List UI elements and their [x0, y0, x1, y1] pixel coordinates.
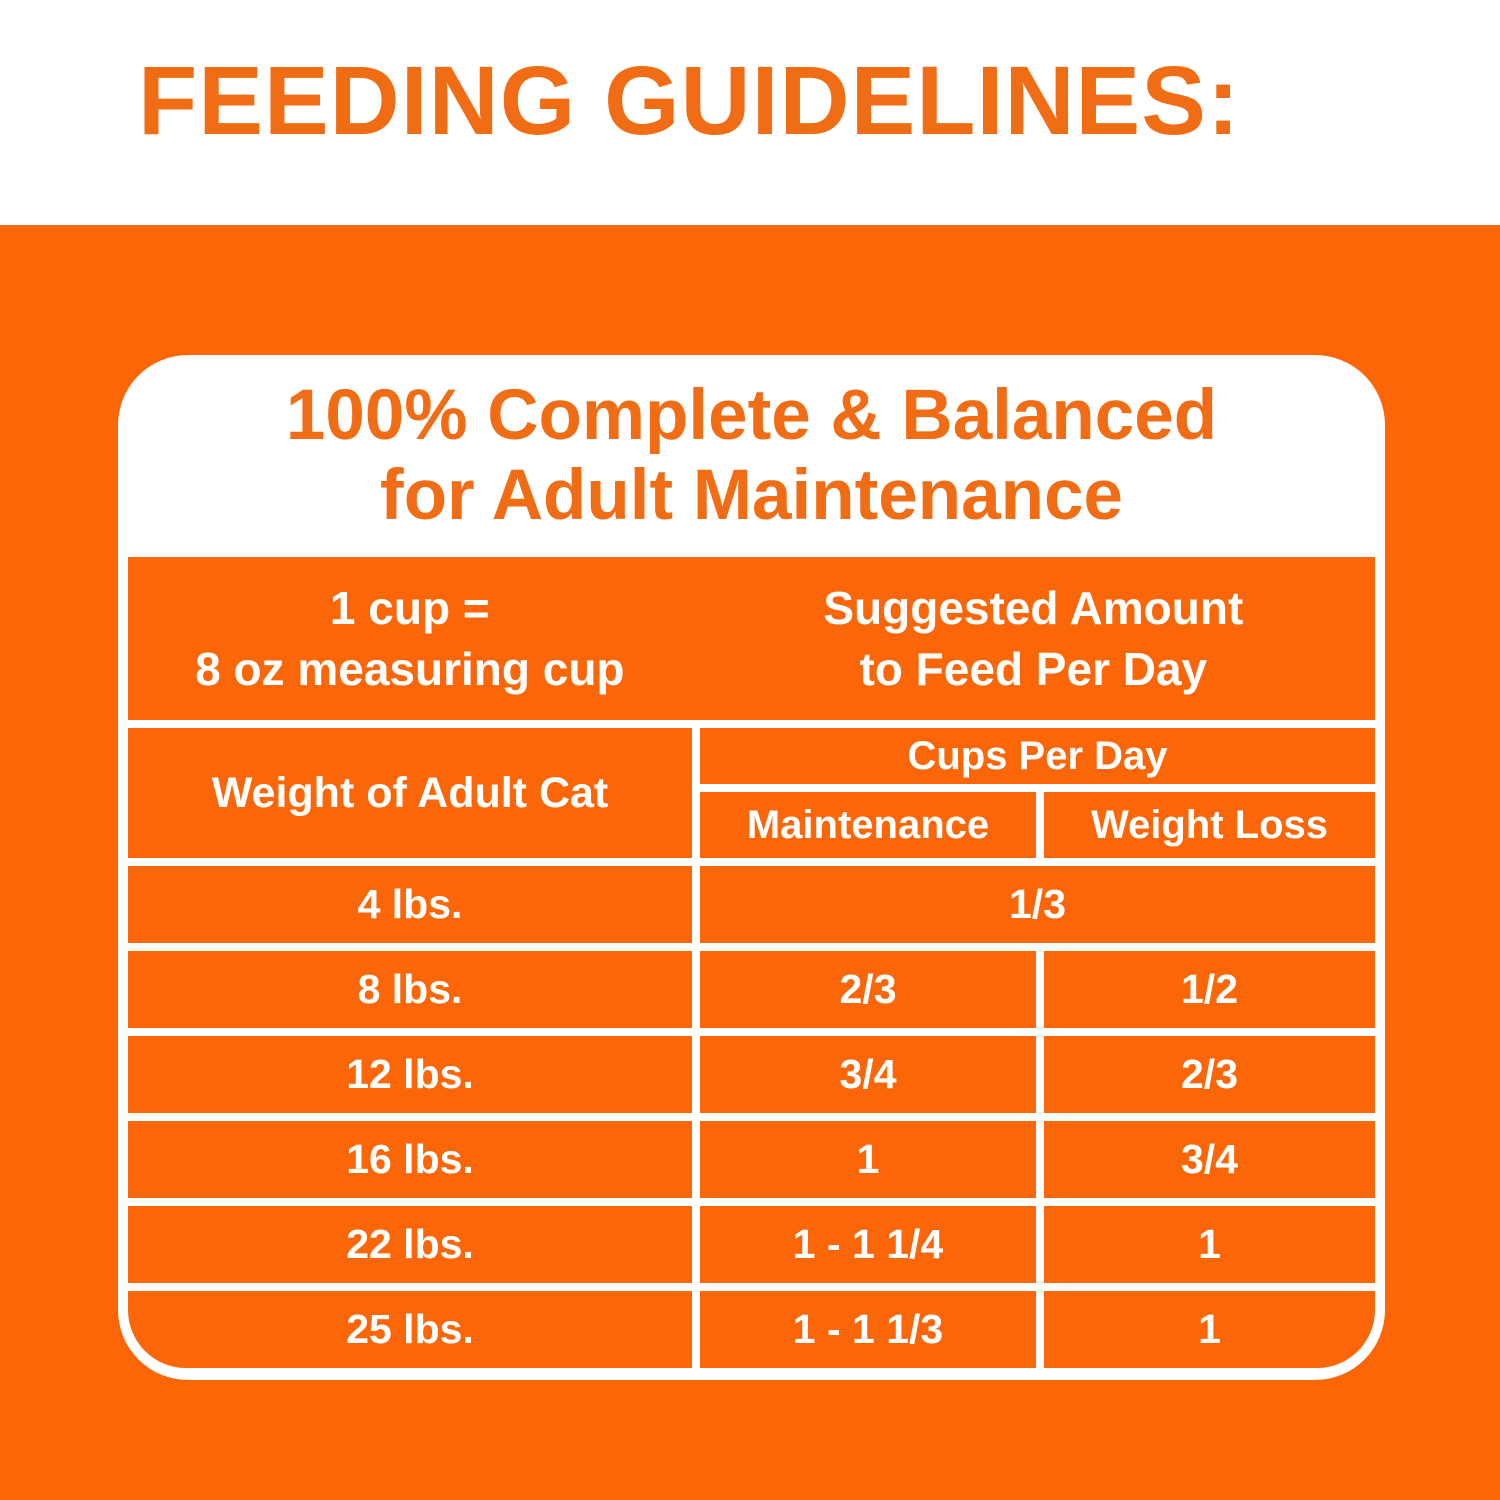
weight-cell: 16 lbs.: [128, 1121, 692, 1198]
weight-loss-amount-cell: 1/2: [1044, 951, 1375, 1028]
combined-amount-cell: 1/3: [700, 866, 1375, 943]
cup-measure-line2: 8 oz measuring cup: [195, 642, 625, 695]
cup-measure-note: 1 cup = 8 oz measuring cup: [128, 557, 692, 720]
table-row: 12 lbs. 3/4 2/3: [128, 1036, 1375, 1113]
table-header-band: 1 cup = 8 oz measuring cup Suggested Amo…: [128, 557, 1375, 720]
weight-loss-column-header: Weight Loss: [1044, 792, 1375, 858]
weight-cell: 12 lbs.: [128, 1036, 692, 1113]
table-subheader-row: Weight of Adult Cat Cups Per Day Mainten…: [128, 728, 1375, 858]
suggested-amount-line2: to Feed Per Day: [859, 642, 1208, 695]
suggested-amount-header: Suggested Amount to Feed Per Day: [692, 557, 1375, 720]
weight-loss-amount-cell: 3/4: [1044, 1121, 1375, 1198]
table-row: 22 lbs. 1 - 1 1/4 1: [128, 1206, 1375, 1283]
guidelines-card: 100% Complete & Balanced for Adult Maint…: [118, 355, 1385, 1380]
maintenance-amount-cell: 2/3: [700, 951, 1036, 1028]
cup-measure-line1: 1 cup =: [329, 581, 490, 634]
table-row: 8 lbs. 2/3 1/2: [128, 951, 1375, 1028]
maintenance-amount-cell: 1 - 1 1/3: [700, 1291, 1036, 1368]
suggested-amount-line1: Suggested Amount: [823, 581, 1244, 634]
cups-per-day-header: Cups Per Day: [700, 728, 1375, 784]
weight-loss-amount-cell: 1: [1044, 1206, 1375, 1283]
card-heading-line2: for Adult Maintenance: [380, 456, 1123, 535]
table-row: 4 lbs. 1/3: [128, 866, 1375, 943]
maintenance-amount-cell: 3/4: [700, 1036, 1036, 1113]
weight-loss-amount-cell: 2/3: [1044, 1036, 1375, 1113]
card-heading-line1: 100% Complete & Balanced: [285, 375, 1218, 455]
weight-cell: 22 lbs.: [128, 1206, 692, 1283]
weight-column-header: Weight of Adult Cat: [128, 728, 692, 858]
table-row: 25 lbs. 1 - 1 1/3 1: [128, 1291, 1375, 1368]
maintenance-amount-cell: 1: [700, 1121, 1036, 1198]
weight-cell: 25 lbs.: [128, 1291, 692, 1368]
table-row: 16 lbs. 1 3/4: [128, 1121, 1375, 1198]
card-heading: 100% Complete & Balanced for Adult Maint…: [128, 355, 1375, 557]
weight-cell: 8 lbs.: [128, 951, 692, 1028]
maintenance-column-header: Maintenance: [700, 792, 1036, 858]
orange-background: 100% Complete & Balanced for Adult Maint…: [0, 225, 1500, 1500]
maintenance-amount-cell: 1 - 1 1/4: [700, 1206, 1036, 1283]
weight-cell: 4 lbs.: [128, 866, 692, 943]
top-band: FEEDING GUIDELINES:: [0, 0, 1500, 225]
page-title: FEEDING GUIDELINES:: [138, 46, 1241, 155]
weight-loss-amount-cell: 1: [1044, 1291, 1375, 1368]
